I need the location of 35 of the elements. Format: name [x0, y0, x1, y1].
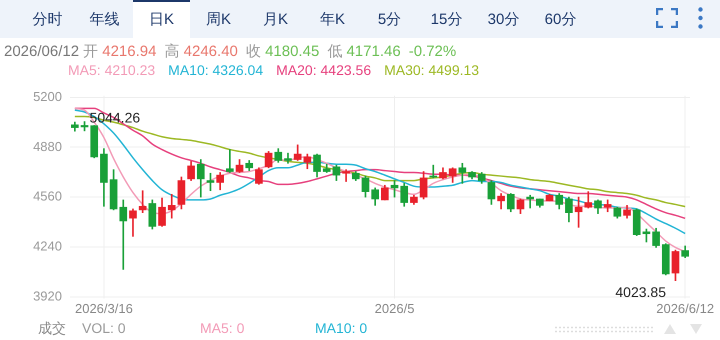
text: 分时	[32, 10, 64, 30]
text: 日K	[133, 0, 190, 38]
y-tick-label: 4880	[33, 138, 62, 154]
text: 2026/06/12	[4, 43, 80, 60]
x-tick-label: 2026/5	[374, 300, 414, 316]
text: MA5: 0	[200, 320, 244, 336]
text: 60分	[544, 10, 578, 30]
text: -0.72%	[408, 43, 456, 60]
y-tick-label: 4560	[33, 188, 62, 204]
text: MA5: 4210.23	[68, 62, 156, 78]
y-tick-label: 5200	[33, 88, 62, 104]
text: 低 4171.46	[327, 43, 401, 60]
text: 5分	[376, 10, 402, 30]
text: MA10: 0	[315, 320, 368, 336]
x-tick-label: 2026/6/12	[656, 300, 714, 316]
text: MA30: 4499.13	[384, 62, 480, 78]
text: MA20: 4423.56	[276, 62, 372, 78]
text: 年K	[318, 10, 346, 30]
text: VOL: 0	[82, 320, 126, 336]
text: 30分	[486, 10, 520, 30]
candlestick	[390, 180, 398, 198]
text: 高 4246.40	[164, 43, 238, 60]
text: MA10: 4326.04	[168, 62, 264, 78]
text: 成交	[38, 320, 66, 338]
text: 收 4180.45	[246, 43, 320, 60]
text: 开 4216.94	[83, 43, 156, 60]
candlestick	[206, 172, 214, 192]
y-tick-label: 4240	[33, 238, 62, 254]
text: 15分	[430, 10, 464, 30]
text: 年线	[88, 10, 120, 30]
text: 月K	[262, 10, 289, 30]
annotation: 4023.85	[615, 284, 666, 300]
x-tick-label: 2026/3/16	[74, 300, 133, 316]
text: 周K	[204, 10, 232, 30]
y-tick-label: 3920	[33, 288, 62, 304]
